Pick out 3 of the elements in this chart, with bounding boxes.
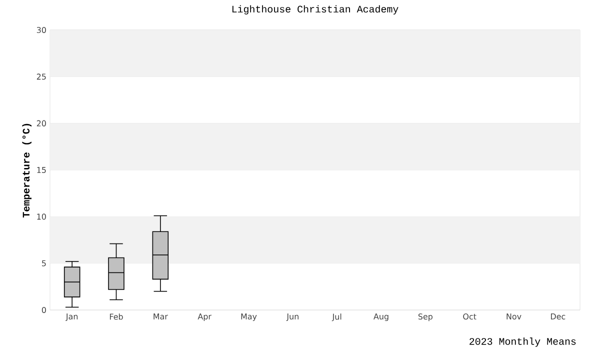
x-axis-title: 2023 Monthly Means [470,338,576,347]
chart-title: Lighthouse Christian Academy [232,5,398,14]
y-axis-title: Temperature (°C) [22,124,32,218]
